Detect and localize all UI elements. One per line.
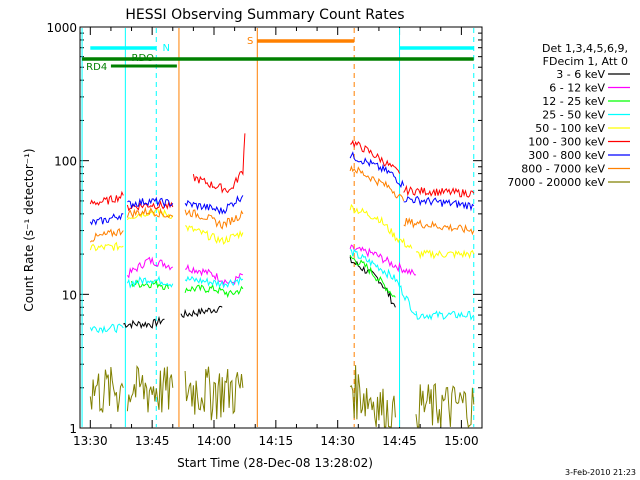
- series-line: [89, 213, 124, 226]
- series-line: [349, 244, 417, 276]
- legend-label: 12 - 25 keV: [542, 95, 605, 108]
- y-tick-label: 10: [62, 288, 77, 302]
- series-line: [403, 184, 475, 198]
- series-line: [415, 382, 475, 428]
- series-line: [89, 366, 124, 413]
- series-line: [184, 195, 244, 216]
- series-line: [126, 275, 174, 289]
- series-line: [403, 195, 475, 212]
- y-tick-label: 1000: [46, 21, 77, 35]
- series-line: [89, 241, 124, 252]
- legend-label: 7000 - 20000 keV: [507, 176, 605, 189]
- y-tick-label: 100: [54, 155, 77, 169]
- series-line: [184, 263, 244, 286]
- chart-title: HESSI Observing Summary Count Rates: [125, 7, 404, 23]
- series-line: [180, 305, 223, 319]
- x-tick-label: 14:15: [259, 434, 294, 448]
- legend-header: Det 1,3,4,5,6,9,: [542, 42, 628, 55]
- series-line: [89, 190, 124, 206]
- legend-label: 800 - 7000 keV: [521, 163, 605, 176]
- series-line: [131, 279, 170, 290]
- timestamp: 3-Feb-2010 21:23: [565, 468, 636, 477]
- series-line: [192, 133, 246, 194]
- legend-label: 50 - 100 keV: [535, 122, 605, 135]
- series-line: [349, 365, 396, 428]
- series-line: [89, 323, 124, 334]
- legend-header: FDecim 1, Att 0: [543, 55, 628, 68]
- x-tick-label: 13:30: [73, 434, 108, 448]
- y-tick-label: 1: [69, 422, 77, 436]
- series-line: [415, 249, 475, 260]
- x-tick-label: 13:45: [135, 434, 170, 448]
- series-line: [349, 254, 396, 298]
- series-line: [184, 283, 244, 299]
- plot-area: 1 10 100 1000 13:30 13:45 14:00 14:15 14:30 14:45…: [46, 21, 483, 448]
- legend-label: 100 - 300 keV: [528, 136, 605, 149]
- series-line: [184, 209, 244, 230]
- legend-label: 25 - 50 keV: [542, 109, 605, 122]
- series-line: [349, 256, 396, 308]
- y-axis-label: Count Rate (s⁻¹ detector⁻¹): [22, 148, 36, 311]
- series-line: [349, 151, 405, 189]
- x-tick-label: 14:45: [382, 434, 417, 448]
- series-line: [184, 366, 244, 421]
- series-line: [349, 165, 405, 202]
- x-tick-label: 14:00: [197, 434, 232, 448]
- s-label: S: [247, 36, 253, 47]
- series-line: [349, 203, 413, 249]
- series-line: [123, 315, 165, 330]
- legend-label: 6 - 12 keV: [549, 82, 605, 95]
- x-tick-label: 14:30: [320, 434, 355, 448]
- x-tick-label: 15:00: [444, 434, 479, 448]
- legend-label: 300 - 800 keV: [528, 149, 605, 162]
- series-line: [403, 217, 475, 236]
- rd4-label: RD4: [86, 62, 107, 73]
- series-line: [126, 206, 174, 219]
- x-axis-label: Start Time (28-Dec-08 13:28:02): [177, 456, 373, 470]
- plot-frame: [79, 26, 483, 429]
- legend: Det 1,3,4,5,6,9,FDecim 1, Att 03 - 6 keV…: [507, 42, 630, 189]
- series-line: [126, 364, 174, 413]
- series-line: [184, 275, 244, 289]
- series-line: [415, 310, 475, 321]
- series-line: [350, 248, 417, 316]
- series-line: [126, 256, 173, 279]
- series-line: [127, 196, 174, 210]
- legend-label: 3 - 6 keV: [556, 68, 605, 81]
- series-line: [349, 139, 400, 174]
- series-line: [184, 225, 244, 245]
- n-label: N: [162, 43, 169, 54]
- series-line: [89, 228, 124, 243]
- rdo-label: RDO: [132, 53, 155, 64]
